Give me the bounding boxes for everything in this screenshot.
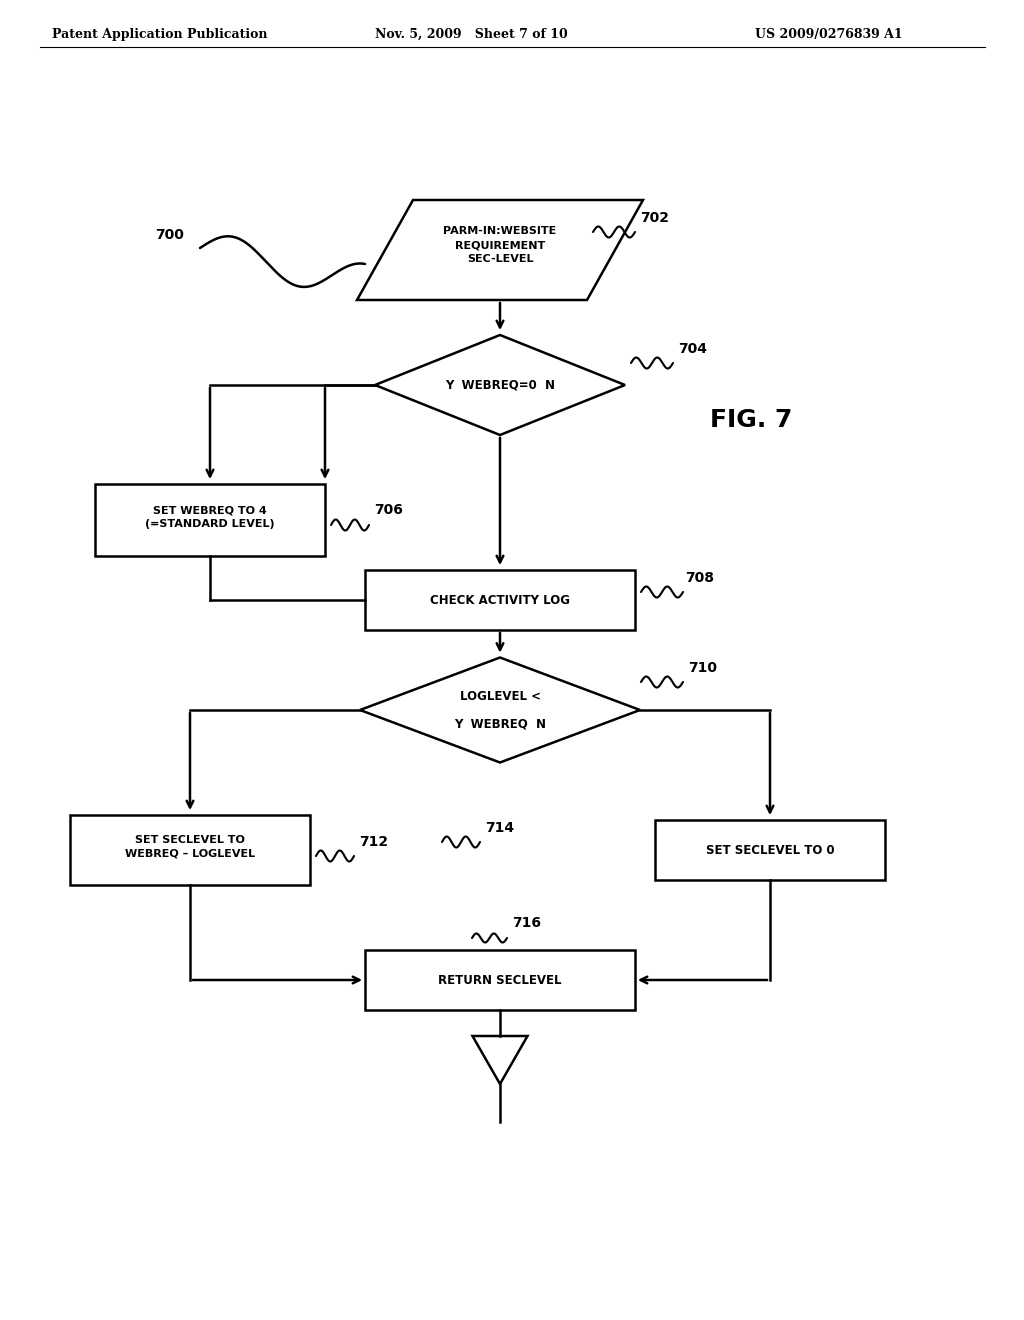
Bar bbox=[365, 570, 635, 630]
Polygon shape bbox=[472, 1036, 527, 1084]
Text: 706: 706 bbox=[374, 503, 402, 517]
Polygon shape bbox=[357, 201, 643, 300]
Text: SET SECLEVEL TO 0: SET SECLEVEL TO 0 bbox=[706, 843, 835, 857]
Text: Y  WEBREQ  N: Y WEBREQ N bbox=[454, 718, 546, 730]
Text: LOGLEVEL <: LOGLEVEL < bbox=[460, 689, 541, 702]
Text: 712: 712 bbox=[359, 836, 388, 849]
Text: US 2009/0276839 A1: US 2009/0276839 A1 bbox=[755, 28, 902, 41]
Text: RETURN SECLEVEL: RETURN SECLEVEL bbox=[438, 974, 562, 986]
Text: Y  WEBREQ=0  N: Y WEBREQ=0 N bbox=[445, 379, 555, 392]
Text: 714: 714 bbox=[485, 821, 514, 836]
Bar bbox=[95, 484, 325, 556]
Text: CHECK ACTIVITY LOG: CHECK ACTIVITY LOG bbox=[430, 594, 570, 606]
Text: FIG. 7: FIG. 7 bbox=[710, 408, 793, 432]
Polygon shape bbox=[375, 335, 625, 436]
Bar bbox=[365, 950, 635, 1010]
Text: PARM-IN:WEBSITE
REQUIREMENT
SEC-LEVEL: PARM-IN:WEBSITE REQUIREMENT SEC-LEVEL bbox=[443, 227, 557, 264]
Text: 716: 716 bbox=[512, 916, 541, 931]
Text: Nov. 5, 2009   Sheet 7 of 10: Nov. 5, 2009 Sheet 7 of 10 bbox=[375, 28, 567, 41]
Polygon shape bbox=[360, 657, 640, 763]
Text: 708: 708 bbox=[685, 572, 714, 585]
Text: 710: 710 bbox=[688, 661, 717, 675]
Text: 700: 700 bbox=[155, 228, 184, 242]
Text: 704: 704 bbox=[678, 342, 707, 356]
Bar bbox=[655, 820, 885, 880]
Text: SET WEBREQ TO 4
(=STANDARD LEVEL): SET WEBREQ TO 4 (=STANDARD LEVEL) bbox=[145, 506, 274, 528]
Text: 702: 702 bbox=[640, 211, 669, 224]
Text: Patent Application Publication: Patent Application Publication bbox=[52, 28, 267, 41]
Bar bbox=[70, 814, 310, 884]
Text: SET SECLEVEL TO
WEBREQ – LOGLEVEL: SET SECLEVEL TO WEBREQ – LOGLEVEL bbox=[125, 836, 255, 858]
